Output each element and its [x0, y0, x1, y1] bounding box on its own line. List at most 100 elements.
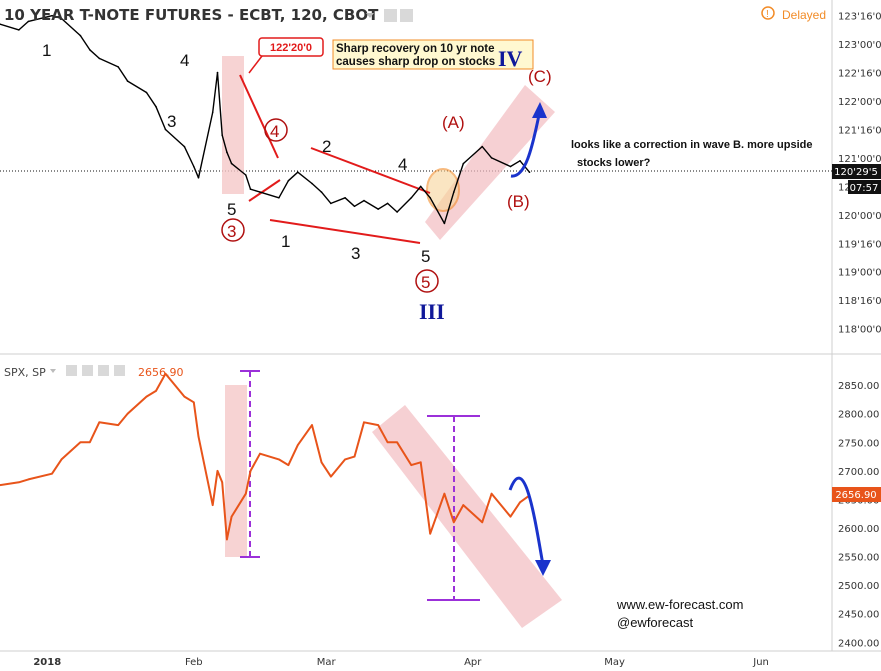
- data-point: [89, 441, 91, 444]
- data-point: [344, 458, 346, 461]
- high-callout-pointer: [248, 55, 263, 74]
- y-tick-label: 2700.00: [838, 467, 879, 478]
- data-point: [386, 441, 389, 444]
- x-tick-label: May: [604, 657, 625, 668]
- data-point: [363, 421, 365, 424]
- lower-lock-icon[interactable]: [98, 365, 109, 376]
- wave-label-circled-5: 5: [421, 273, 430, 292]
- highlight-box-lower: [225, 385, 247, 557]
- wave-label-B: (B): [507, 192, 530, 211]
- upper-price-line: [0, 14, 531, 225]
- comment-line2: stocks lower?: [577, 157, 651, 169]
- data-point: [278, 197, 280, 199]
- wave-circle-3: [221, 218, 245, 242]
- data-point: [60, 17, 63, 20]
- chevron-down-icon[interactable]: [366, 13, 374, 18]
- note-line1: Sharp recovery on 10 yr note: [336, 43, 495, 55]
- y-tick-label: 119'00'0: [838, 268, 881, 279]
- data-point: [216, 470, 219, 472]
- wave-label-1: 1: [281, 232, 290, 251]
- wave-label-IV: IV: [498, 46, 523, 71]
- data-point: [419, 185, 422, 188]
- data-point: [89, 49, 91, 51]
- note-line2: causes sharp drop on stocks: [336, 56, 495, 68]
- data-point: [287, 464, 290, 466]
- projection-arrowhead-upper: [532, 102, 547, 118]
- data-point: [453, 521, 455, 524]
- data-point: [245, 492, 247, 495]
- data-point: [509, 515, 512, 518]
- countdown-tag: 07:57: [850, 183, 879, 194]
- data-point: [528, 171, 531, 173]
- data-point: [230, 162, 233, 165]
- data-point: [259, 191, 261, 193]
- data-point: [98, 421, 101, 424]
- data-point: [363, 199, 365, 202]
- spx-price-tag-bg: [832, 487, 881, 502]
- lower-settings-icon[interactable]: [82, 365, 93, 376]
- data-point: [410, 197, 413, 199]
- data-point: [245, 174, 247, 176]
- data-point: [353, 205, 356, 208]
- lower-close-icon[interactable]: [114, 365, 125, 376]
- trendline-wave5: [248, 179, 281, 202]
- data-point: [183, 145, 186, 148]
- data-point: [164, 372, 167, 375]
- data-point: [249, 188, 252, 190]
- current-price-tag: 120'29'5: [834, 167, 878, 178]
- wave-label-4: 4: [398, 155, 407, 174]
- wave-label-circled-4: 4: [270, 122, 279, 141]
- data-point: [98, 57, 101, 60]
- x-tick-label: 2018: [33, 657, 61, 668]
- y-tick-label: 122'00'0: [838, 97, 881, 108]
- delayed-label[interactable]: Delayed: [782, 8, 826, 22]
- data-point: [297, 171, 299, 173]
- high-callout-box: [258, 37, 324, 57]
- upper-chart-title: 10 YEAR T-NOTE FUTURES - ECBT, 120, CBOT: [4, 6, 379, 24]
- data-point: [249, 470, 252, 472]
- data-point: [297, 444, 299, 446]
- y-tick-label: 119'16'0: [838, 239, 881, 250]
- trendline-wave4: [239, 74, 279, 159]
- lower-last-value: 2656.90: [138, 366, 184, 379]
- data-point: [490, 492, 493, 495]
- data-point: [443, 222, 446, 225]
- data-point: [27, 478, 30, 481]
- y-tick-label: 123'16'0: [838, 12, 881, 23]
- data-point: [221, 481, 223, 484]
- x-tick-label: Apr: [464, 657, 482, 668]
- data-point: [519, 160, 521, 162]
- lower-eye-icon[interactable]: [66, 365, 77, 376]
- data-point: [311, 424, 313, 426]
- wave-label-circled-3: 3: [227, 222, 236, 241]
- data-point: [278, 458, 280, 461]
- data-point: [320, 191, 323, 193]
- data-point: [183, 395, 186, 398]
- data-point: [386, 202, 389, 205]
- y-tick-label: 2750.00: [838, 438, 879, 449]
- eye-icon[interactable]: [384, 9, 397, 22]
- data-point: [490, 157, 493, 159]
- countdown-tag-bg: [848, 180, 881, 194]
- x-tick-label: Mar: [317, 657, 337, 668]
- data-point: [211, 111, 214, 114]
- data-point: [79, 34, 82, 37]
- data-point: [155, 390, 157, 392]
- data-point: [164, 128, 167, 131]
- highlight-box-upper: [222, 56, 244, 194]
- data-point: [197, 177, 200, 179]
- triangle-top-line: [310, 147, 431, 194]
- settings-icon[interactable]: [400, 9, 413, 22]
- wave-label-A: (A): [442, 113, 465, 132]
- wave-label-C: (C): [528, 67, 552, 86]
- wave-label-1-top: 1: [42, 41, 51, 60]
- data-point: [79, 441, 82, 444]
- lower-chevron-icon[interactable]: [50, 369, 56, 373]
- y-tick-label: 2550.00: [838, 553, 879, 564]
- projection-arrow-lower: [508, 476, 545, 566]
- data-point: [18, 29, 20, 31]
- upper-header-buttons[interactable]: [384, 9, 413, 22]
- x-tick-label: Jun: [752, 657, 769, 668]
- y-tick-label: 2400.00: [838, 638, 879, 649]
- data-point: [211, 504, 214, 506]
